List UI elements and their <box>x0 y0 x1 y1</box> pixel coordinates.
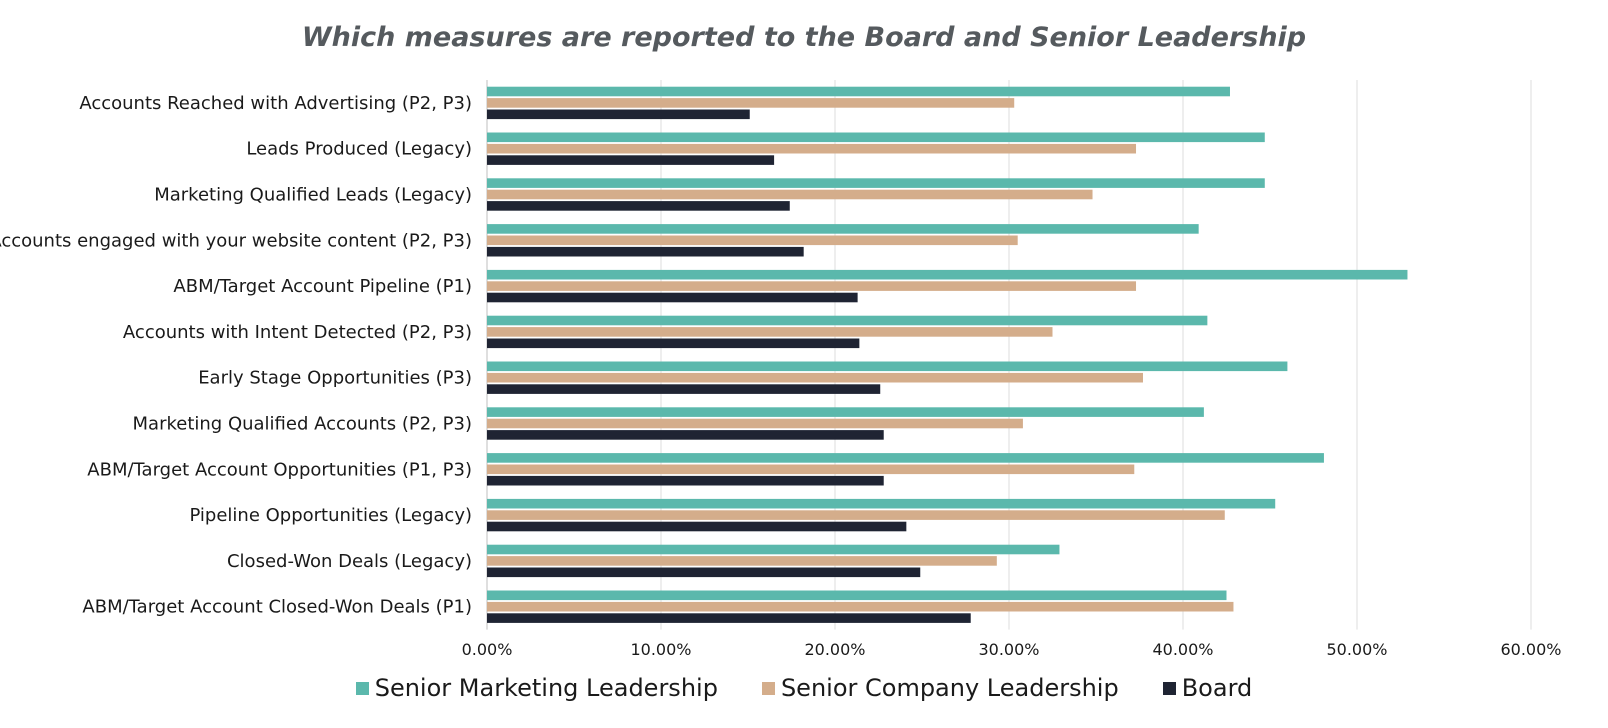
bar-senior-marketing-leadership <box>487 86 1230 97</box>
bar-senior-company-leadership <box>487 556 997 566</box>
bar-senior-marketing-leadership <box>487 224 1199 234</box>
x-tick-label: 20.00% <box>804 640 865 659</box>
category-label: Marketing Qualified Leads (Legacy) <box>154 185 472 206</box>
legend-label: Senior Marketing Leadership <box>374 674 718 702</box>
category-label: ABM/Target Account Pipeline (P1) <box>173 276 472 297</box>
legend-swatch <box>355 681 369 695</box>
bar-senior-marketing-leadership <box>487 453 1324 463</box>
bar-senior-marketing-leadership <box>487 269 1408 280</box>
bar-board <box>487 109 750 120</box>
category-label: Marketing Qualified Accounts (P2, P3) <box>133 414 472 435</box>
category-labels: Accounts Reached with Advertising (P2, P… <box>0 93 472 618</box>
legend-label: Senior Company Leadership <box>780 674 1119 702</box>
category-label: Pipeline Opportunities (Legacy) <box>189 505 472 526</box>
x-tick-label: 50.00% <box>1326 640 1387 659</box>
x-tick-label: 10.00% <box>630 640 691 659</box>
bar-board <box>487 521 907 532</box>
legend-item-senior-marketing: Senior Marketing Leadership <box>355 674 718 702</box>
bar-senior-marketing-leadership <box>487 498 1276 509</box>
bar-board <box>487 613 971 623</box>
bar-senior-marketing-leadership <box>487 590 1227 601</box>
category-label: Early Stage Opportunities (P3) <box>198 368 472 389</box>
legend-item-board: Board <box>1162 674 1253 702</box>
bar-board <box>487 384 881 394</box>
bars <box>487 86 1408 623</box>
bar-senior-marketing-leadership <box>487 361 1288 372</box>
bar-senior-company-leadership <box>487 98 1015 108</box>
bar-board <box>487 430 884 440</box>
bar-senior-marketing-leadership <box>487 315 1208 326</box>
bar-senior-company-leadership <box>487 189 1093 200</box>
bar-senior-company-leadership <box>487 510 1225 520</box>
bar-senior-marketing-leadership <box>487 178 1265 188</box>
bar-senior-company-leadership <box>487 281 1137 291</box>
bar-senior-company-leadership <box>487 601 1234 612</box>
bar-board <box>487 338 860 349</box>
category-label: Accounts Reached with Advertising (P2, P… <box>79 93 472 114</box>
bar-board <box>487 155 775 165</box>
category-label: Leads Produced (Legacy) <box>246 139 472 160</box>
bar-senior-marketing-leadership <box>487 407 1204 417</box>
bar-board <box>487 475 884 486</box>
category-label: Closed-Won Deals (Legacy) <box>227 551 472 572</box>
legend-swatch <box>761 681 775 695</box>
bar-board <box>487 292 858 303</box>
bar-board <box>487 567 921 578</box>
x-tick-label: 40.00% <box>1152 640 1213 659</box>
x-tick-label: 60.00% <box>1500 640 1561 659</box>
bar-senior-company-leadership <box>487 372 1143 383</box>
x-tick-labels: 0.00% 10.00% 20.00% 30.00% 40.00% 50.00% 60.00… <box>462 640 1562 659</box>
bar-board <box>487 246 804 257</box>
legend-item-senior-company: Senior Company Leadership <box>761 674 1119 702</box>
legend-label: Board <box>1181 674 1253 702</box>
legend: Senior Marketing Leadership Senior Compa… <box>0 674 1608 702</box>
bar-senior-marketing-leadership <box>487 132 1265 143</box>
category-label: Accounts engaged with your website conte… <box>0 230 472 251</box>
x-tick-label: 30.00% <box>978 640 1039 659</box>
bar-board <box>487 201 790 211</box>
category-label: ABM/Target Account Opportunities (P1, P3… <box>87 459 472 480</box>
bar-senior-company-leadership <box>487 327 1053 337</box>
x-tick-label: 0.00% <box>462 640 513 659</box>
bar-senior-company-leadership <box>487 143 1137 154</box>
bar-senior-company-leadership <box>487 464 1135 475</box>
category-label: ABM/Target Account Closed-Won Deals (P1) <box>82 597 472 618</box>
category-label: Accounts with Intent Detected (P2, P3) <box>123 322 472 343</box>
bar-senior-company-leadership <box>487 235 1018 246</box>
chart-title: Which measures are reported to the Board… <box>301 22 1307 53</box>
legend-swatch <box>1162 681 1176 695</box>
bar-senior-marketing-leadership <box>487 544 1060 555</box>
bar-senior-company-leadership <box>487 418 1023 429</box>
gridlines <box>486 80 1532 630</box>
